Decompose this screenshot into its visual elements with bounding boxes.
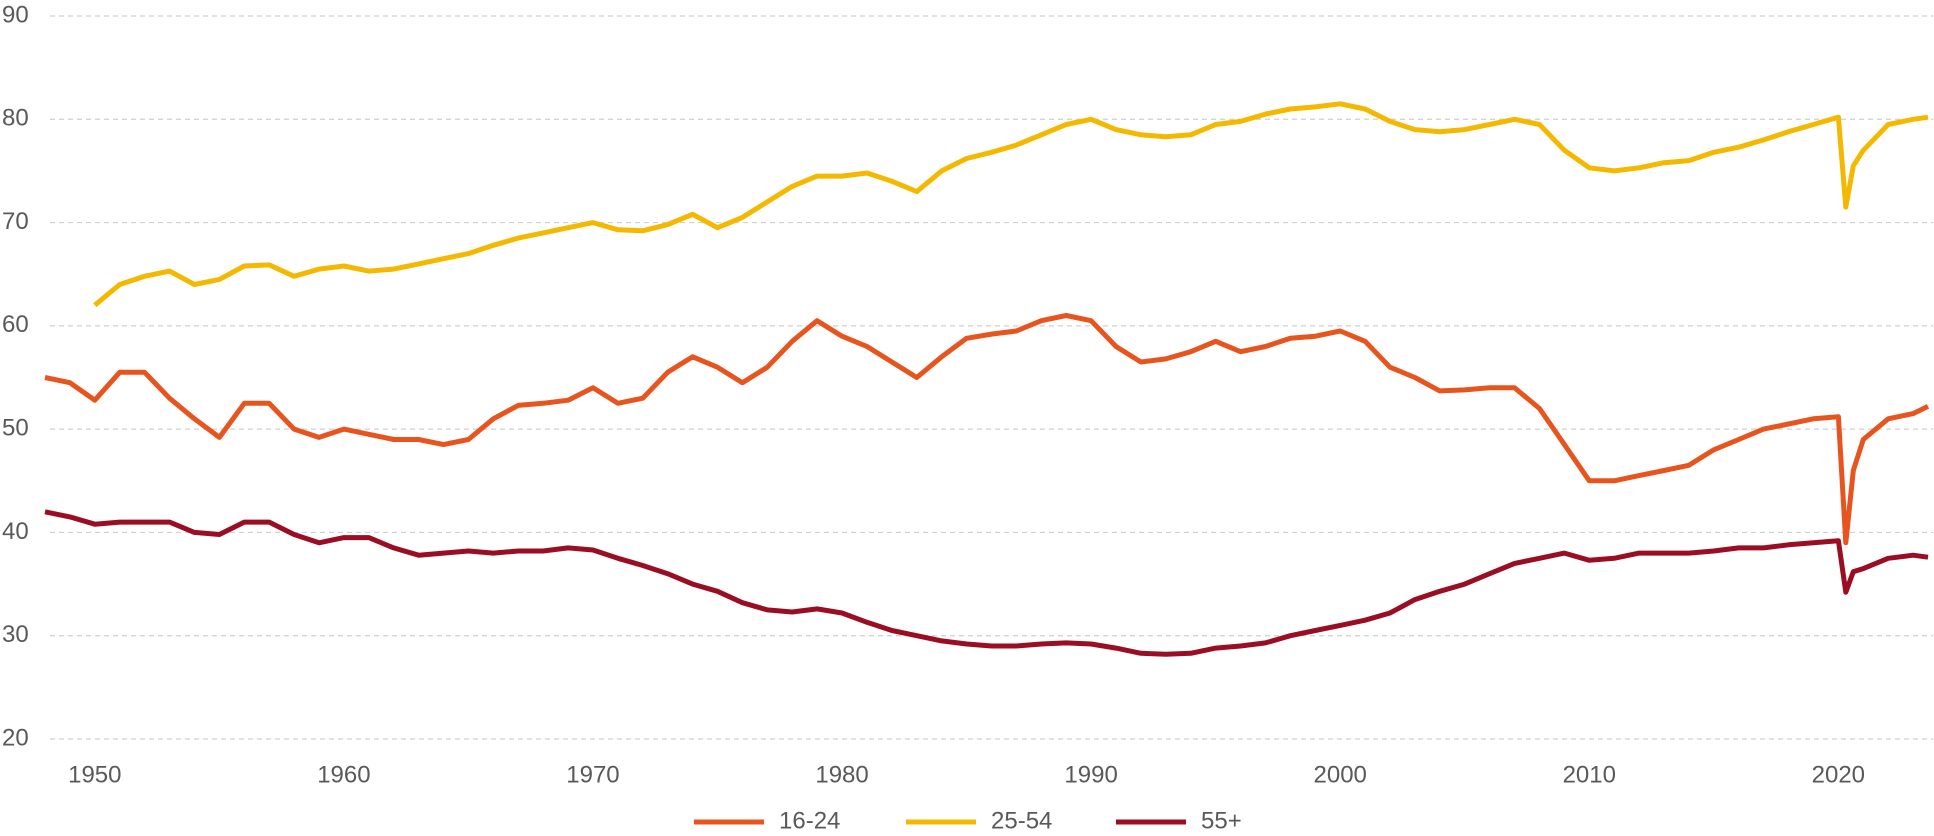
y-tick-label: 80: [2, 105, 29, 132]
y-tick-label: 50: [2, 414, 29, 441]
x-tick-label: 1950: [68, 761, 121, 788]
y-tick-label: 40: [2, 518, 29, 545]
legend-label: 55+: [1201, 807, 1242, 834]
x-tick-label: 1970: [566, 761, 619, 788]
legend-label: 16-24: [779, 807, 840, 834]
y-tick-label: 70: [2, 208, 29, 235]
x-tick-label: 1980: [815, 761, 868, 788]
y-tick-label: 60: [2, 311, 29, 338]
series-line: [93, 101, 1929, 308]
y-tick-label: 20: [2, 724, 29, 751]
series-line: [44, 313, 1930, 546]
x-tick-label: 2020: [1812, 761, 1865, 788]
x-tick-label: 2000: [1314, 761, 1367, 788]
legend-label: 25-54: [991, 807, 1052, 834]
x-tick-label: 1990: [1064, 761, 1117, 788]
x-tick-label: 1960: [317, 761, 370, 788]
y-tick-label: 30: [2, 621, 29, 648]
x-tick-label: 2010: [1563, 761, 1616, 788]
y-tick-label: 90: [2, 1, 29, 28]
series-line: [44, 509, 1929, 657]
